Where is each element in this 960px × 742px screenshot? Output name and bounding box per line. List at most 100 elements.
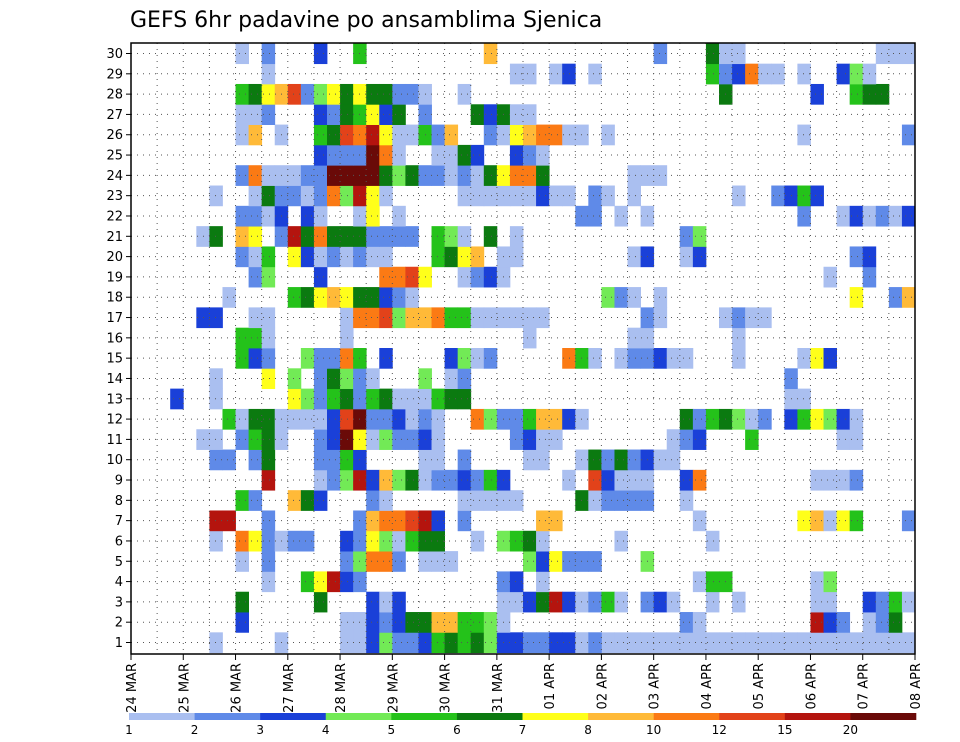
- y-tick-label: 2: [115, 616, 123, 631]
- heatmap-cell: [392, 429, 406, 450]
- y-tick-label: 25: [106, 149, 123, 164]
- heatmap-cell: [261, 408, 276, 430]
- heatmap-cell: [823, 266, 837, 288]
- heatmap-cell: [549, 124, 563, 146]
- colorbar-tick-label: 2: [191, 723, 199, 737]
- heatmap-cell: [248, 104, 263, 125]
- heatmap-cell: [300, 348, 315, 369]
- heatmap-cell: [392, 83, 406, 105]
- heatmap-cell: [614, 449, 628, 471]
- heatmap-cell: [444, 165, 459, 186]
- heatmap-cell: [313, 83, 328, 105]
- heatmap-cell: [679, 490, 694, 511]
- heatmap-cell: [392, 388, 406, 410]
- heatmap-cell: [444, 368, 459, 390]
- heatmap-cell: [340, 327, 354, 349]
- heatmap-cell: [248, 165, 263, 186]
- heatmap-cell: [823, 510, 837, 532]
- heatmap-cell: [300, 571, 315, 593]
- heatmap-cell: [209, 429, 223, 450]
- heatmap-cell: [313, 165, 328, 186]
- heatmap-cell: [261, 429, 276, 450]
- heatmap-cell: [313, 449, 328, 471]
- heatmap-cell: [392, 510, 406, 532]
- heatmap-cell: [483, 348, 498, 369]
- heatmap-cell: [653, 348, 668, 369]
- heatmap-cell: [209, 368, 223, 390]
- colorbar-segment: [260, 713, 327, 720]
- colorbar-segment: [194, 713, 261, 720]
- heatmap-cell: [340, 632, 354, 654]
- heatmap-cell: [470, 246, 485, 268]
- heatmap-cell: [901, 43, 916, 65]
- heatmap-cell: [209, 510, 223, 532]
- heatmap-cell: [366, 165, 380, 186]
- heatmap-cell: [379, 469, 393, 491]
- x-tick-label: 31 MAR: [491, 663, 506, 713]
- heatmap-cell: [366, 104, 380, 125]
- heatmap-cell: [287, 490, 302, 511]
- colorbar-segment: [522, 713, 589, 720]
- heatmap-cell: [340, 83, 354, 105]
- heatmap-cell: [523, 185, 537, 207]
- heatmap-cell: [509, 104, 524, 125]
- heatmap-cell: [379, 266, 393, 288]
- heatmap-cell: [523, 104, 537, 125]
- heatmap-cell: [888, 632, 903, 654]
- heatmap-cell: [222, 510, 236, 532]
- heatmap-cell: [523, 307, 537, 329]
- colorbar-segment: [784, 713, 851, 720]
- heatmap-cell: [849, 83, 864, 105]
- colorbar-tick-label: 7: [519, 723, 527, 737]
- heatmap-cell: [287, 185, 302, 207]
- heatmap-cell: [797, 63, 811, 85]
- heatmap-cell: [562, 632, 576, 654]
- heatmap-cell: [379, 83, 393, 105]
- heatmap-cell: [849, 429, 864, 450]
- heatmap-cell: [692, 612, 707, 633]
- heatmap-cell: [732, 348, 746, 369]
- heatmap-cell: [392, 226, 406, 247]
- heatmap-cell: [810, 571, 824, 593]
- heatmap-cell: [457, 368, 472, 390]
- x-tick-label: 08 APR: [909, 663, 924, 709]
- colorbar-segment: [588, 713, 654, 720]
- heatmap-cell: [575, 490, 589, 511]
- heatmap-cell: [405, 307, 419, 329]
- heatmap-cell: [313, 43, 328, 65]
- heatmap-cell: [536, 185, 550, 207]
- colorbar-tick-label: 1: [125, 723, 133, 737]
- heatmap-cell: [523, 591, 537, 613]
- heatmap-cell: [457, 490, 472, 511]
- heatmap-cell: [431, 530, 445, 552]
- colorbar-segment: [391, 713, 458, 720]
- heatmap-cell: [875, 43, 890, 65]
- heatmap-cell: [248, 408, 263, 430]
- heatmap-cell: [248, 490, 263, 511]
- heatmap-cell: [562, 469, 576, 491]
- heatmap-cell: [327, 348, 341, 369]
- heatmap-cell: [483, 43, 498, 65]
- heatmap-cell: [692, 571, 707, 593]
- heatmap-cell: [287, 246, 302, 268]
- heatmap-cell: [523, 632, 537, 654]
- heatmap-cell: [340, 307, 354, 329]
- heatmap-cell: [340, 469, 354, 491]
- heatmap-cell: [366, 307, 380, 329]
- heatmap-cell: [313, 469, 328, 491]
- heatmap-cell: [549, 63, 563, 85]
- heatmap-cell: [248, 530, 263, 552]
- heatmap-cell: [653, 43, 668, 65]
- heatmap-cell: [627, 449, 641, 471]
- heatmap-cell: [300, 226, 315, 247]
- heatmap-cell: [261, 104, 276, 125]
- heatmap-cell: [901, 287, 916, 308]
- heatmap-cell: [549, 510, 563, 532]
- heatmap-cell: [248, 226, 263, 247]
- heatmap-cell: [588, 490, 602, 511]
- heatmap-cell: [261, 246, 276, 268]
- heatmap-cell: [366, 144, 380, 166]
- heatmap-cell: [327, 287, 341, 308]
- heatmap-cell: [810, 510, 824, 532]
- y-tick-label: 7: [115, 514, 123, 529]
